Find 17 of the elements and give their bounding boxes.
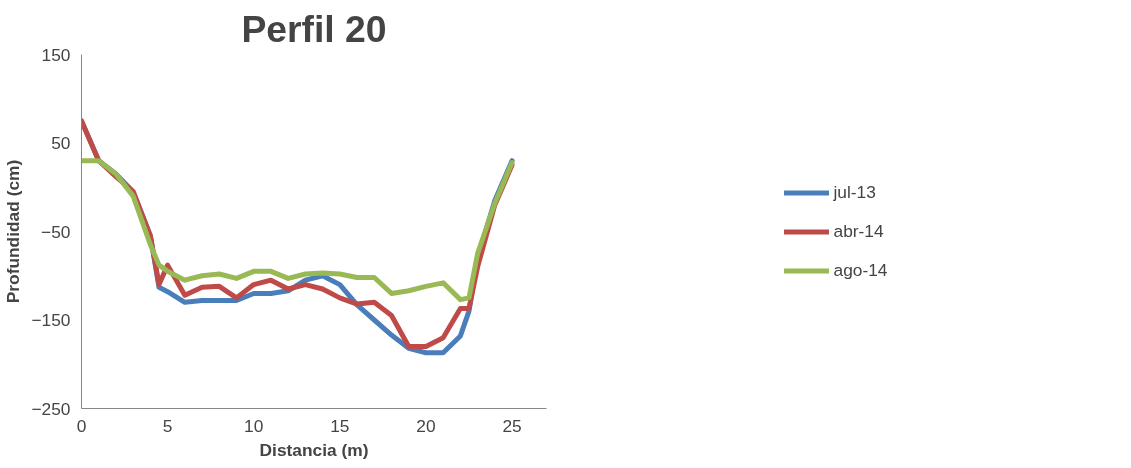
y-tick-label: −150 (31, 310, 71, 330)
x-tick-label: 10 (244, 415, 264, 436)
x-tick-label: 20 (416, 415, 436, 436)
x-axis-title: Distancia (m) (259, 439, 369, 460)
y-tick-label: −250 (31, 398, 71, 419)
x-tick-label: 15 (330, 415, 350, 436)
chart-title: Perfil 20 (241, 7, 387, 50)
y-tick-label: −50 (41, 221, 71, 242)
y-axis-title: Profundidad (cm) (3, 159, 24, 304)
legend-label: jul-13 (833, 181, 876, 203)
legend-label: abr-14 (833, 220, 884, 242)
y-tick-label: 50 (51, 133, 71, 153)
x-tick-label: 0 (76, 415, 87, 436)
y-tick-label: 150 (41, 44, 71, 65)
legend-label: ago-14 (833, 259, 888, 281)
x-tick-label: 5 (162, 415, 173, 436)
x-tick-label: 25 (502, 415, 522, 436)
